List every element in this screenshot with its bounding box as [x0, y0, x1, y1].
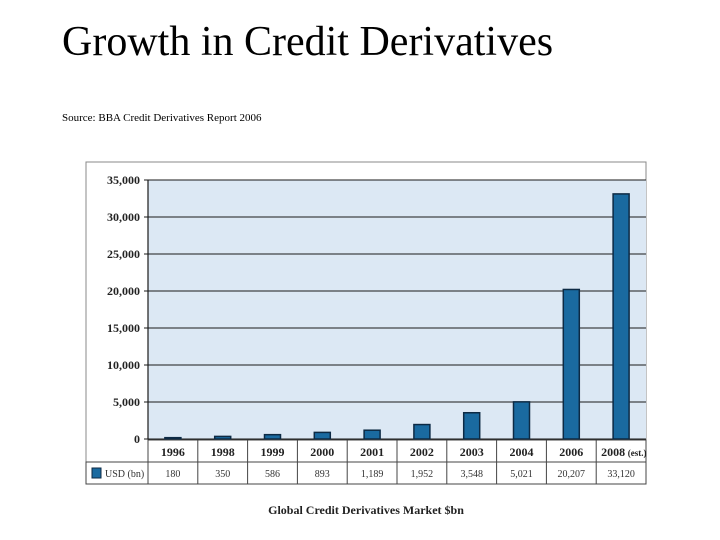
x-tick-label: 2008 [601, 445, 625, 459]
x-tick-label: 1999 [261, 445, 285, 459]
y-tick-label: 30,000 [107, 210, 140, 224]
x-tick-label: 2006 [559, 445, 583, 459]
data-label: 3,548 [460, 469, 483, 480]
y-tick-label: 5,000 [113, 395, 140, 409]
bar [562, 288, 581, 440]
bar [462, 411, 481, 440]
data-label: 893 [315, 469, 330, 480]
value-row [85, 461, 647, 485]
legend-swatch [91, 467, 102, 479]
bar [512, 401, 531, 440]
bar [164, 436, 182, 440]
y-tick-label: 15,000 [107, 321, 140, 335]
bar [363, 429, 381, 440]
chart-caption: Global Credit Derivatives Market $bn [268, 503, 464, 517]
y-tick-label: 0 [134, 432, 140, 446]
data-label: 180 [165, 469, 180, 480]
x-tick-label: 2004 [510, 445, 534, 459]
bar [263, 433, 282, 440]
bar [612, 193, 630, 440]
y-tick-label: 35,000 [107, 173, 140, 187]
y-tick-label: 20,000 [107, 284, 140, 298]
data-label: 586 [265, 469, 280, 480]
data-label: 33,120 [607, 469, 635, 480]
data-label: 20,207 [558, 469, 586, 480]
y-tick-label: 25,000 [107, 247, 140, 261]
legend-label: USD (bn) [105, 469, 144, 480]
data-label: 350 [215, 469, 230, 480]
data-label: 1,952 [411, 469, 434, 480]
x-tick-label: 2001 [360, 445, 384, 459]
x-tick-label: 1998 [211, 445, 235, 459]
x-tick-label: 2002 [410, 445, 434, 459]
bar [413, 423, 431, 440]
x-tick-label: 2003 [460, 445, 484, 459]
x-tick-note: (est.) [628, 448, 647, 458]
data-label: 5,021 [510, 469, 533, 480]
data-label: 1,189 [361, 469, 384, 480]
y-tick-label: 10,000 [107, 358, 140, 372]
bar [213, 435, 232, 440]
x-tick-label: 1996 [161, 445, 185, 459]
slide-title: Growth in Credit Derivatives [62, 19, 554, 65]
bar [313, 431, 332, 440]
source-note: Source: BBA Credit Derivatives Report 20… [62, 112, 262, 124]
x-tick-label: 2000 [310, 445, 334, 459]
